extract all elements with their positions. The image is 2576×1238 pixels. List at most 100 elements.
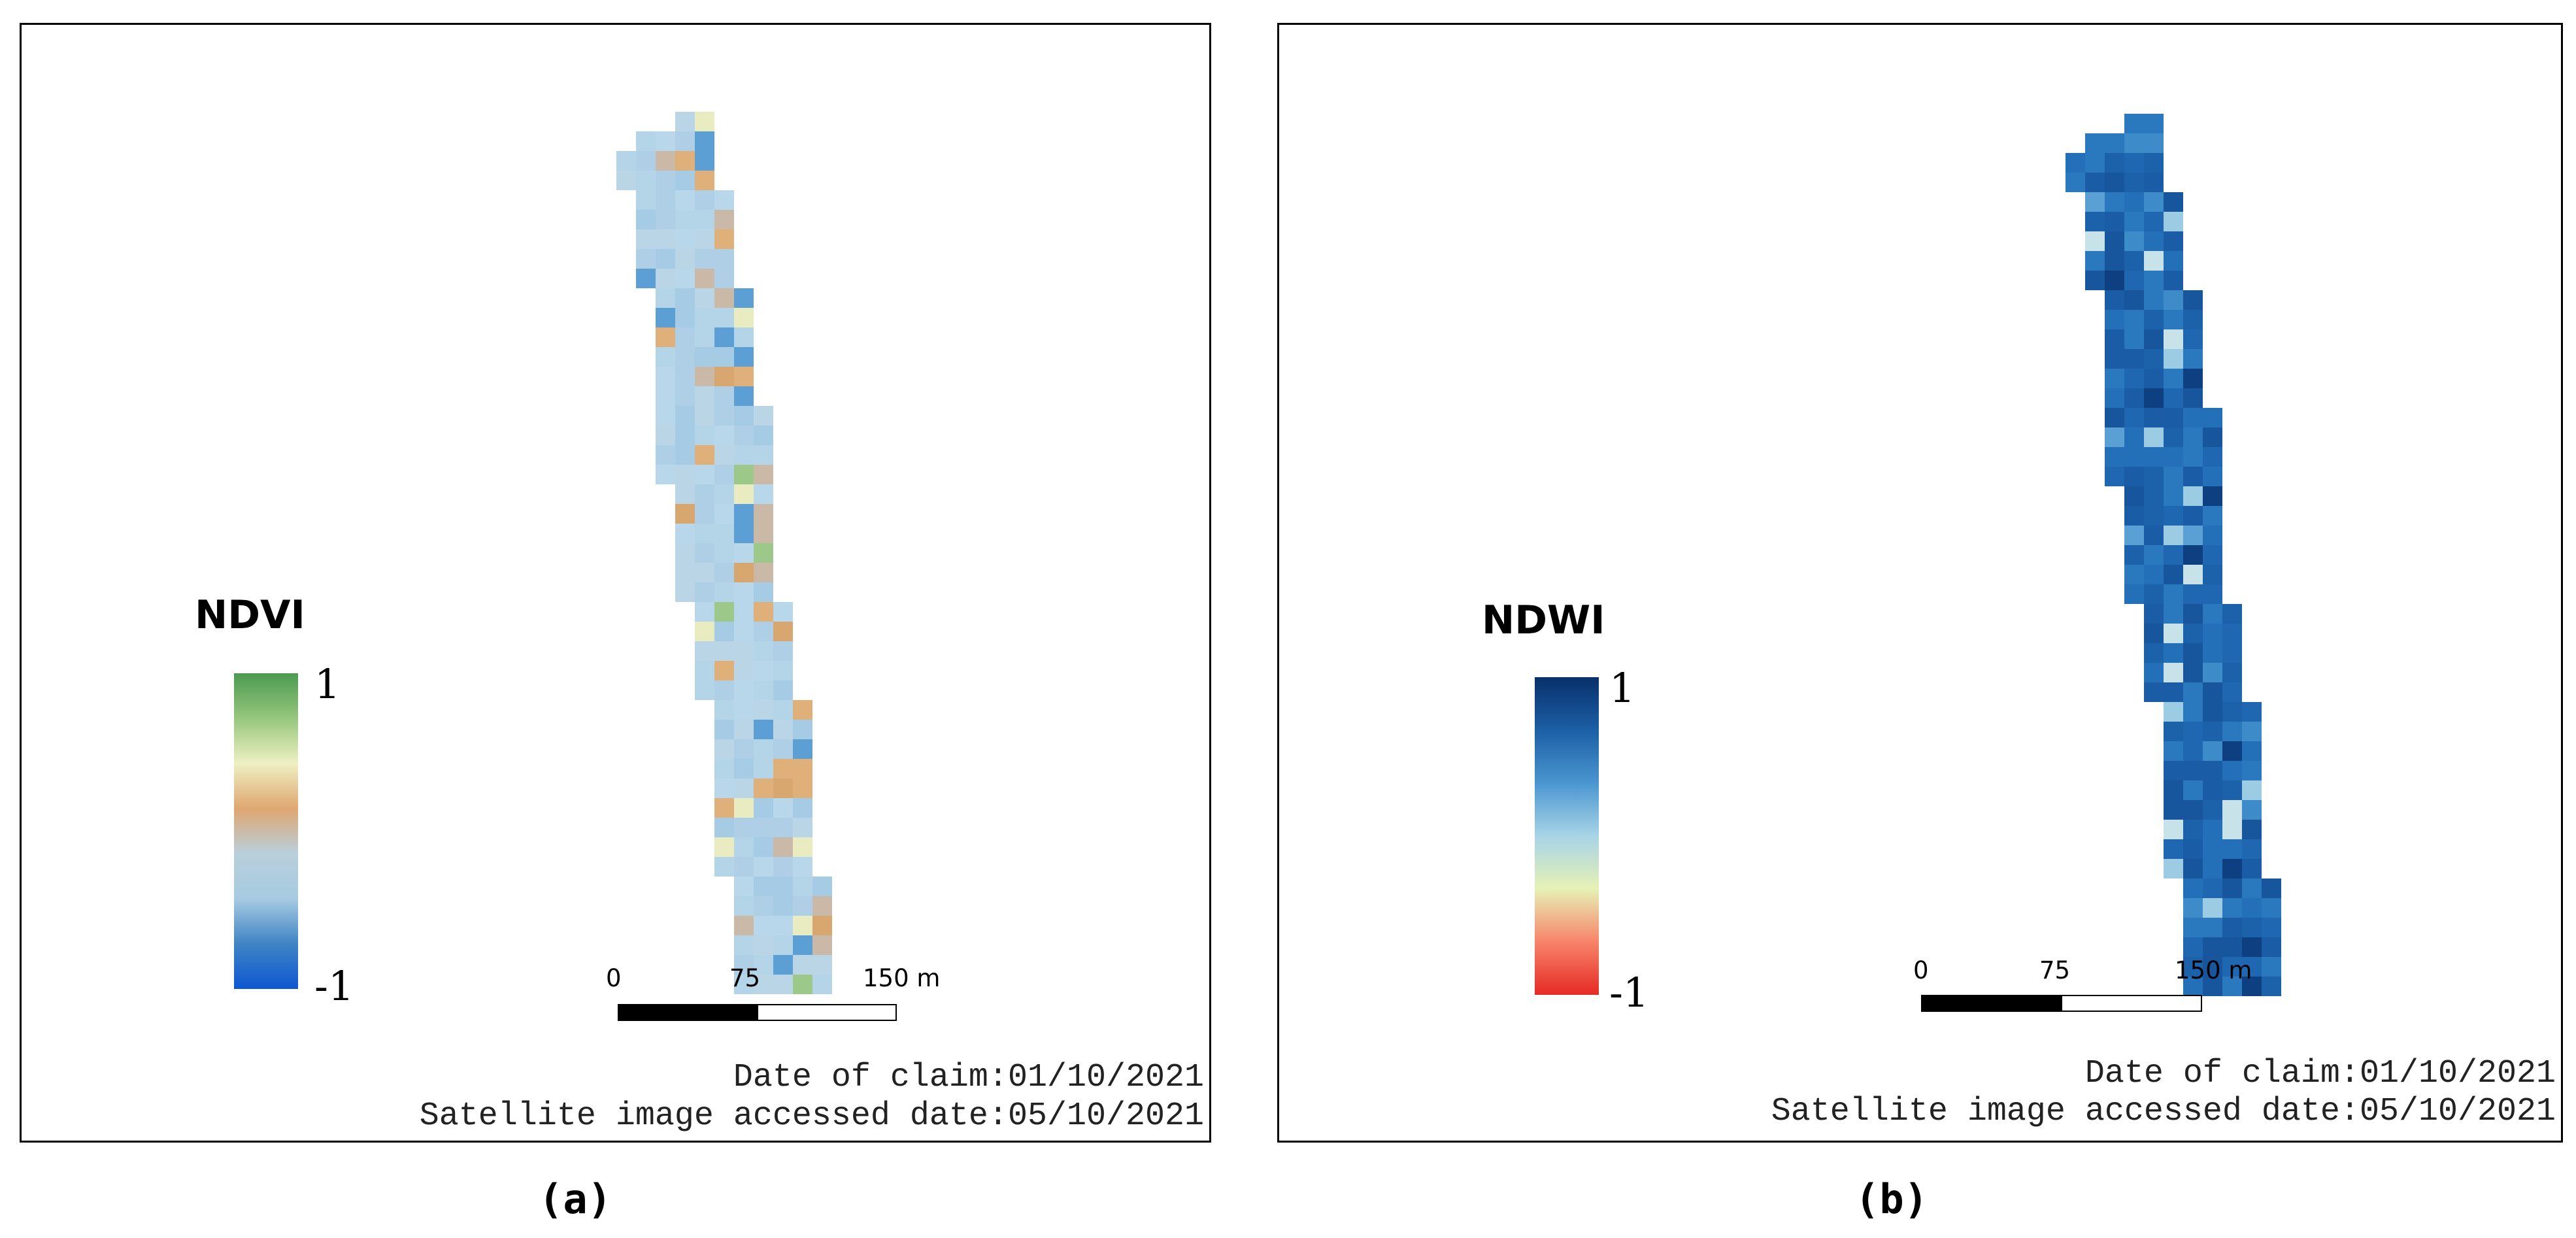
raster-pixel: [656, 190, 675, 210]
raster-pixel: [714, 367, 734, 386]
raster-pixel: [656, 426, 675, 445]
raster-pixel: [2203, 584, 2222, 604]
raster-pixel: [2242, 859, 2262, 878]
raster-pixel: [754, 778, 773, 798]
raster-pixel: [2242, 722, 2262, 741]
raster-pixel: [2124, 545, 2144, 565]
raster-pixel: [695, 426, 714, 445]
raster-pixel: [734, 308, 754, 327]
raster-pixel: [2144, 408, 2164, 427]
raster-pixel: [2144, 604, 2164, 624]
raster-pixel: [636, 229, 656, 249]
raster-pixel: [695, 563, 714, 582]
raster-pixel: [2124, 271, 2144, 290]
raster-pixel: [2105, 251, 2124, 271]
raster-pixel: [2262, 898, 2281, 918]
raster-pixel: [2164, 369, 2183, 388]
raster-pixel: [2183, 467, 2203, 486]
raster-pixel: [714, 288, 734, 308]
raster-pixel: [2222, 820, 2242, 839]
raster-pixel: [2203, 506, 2222, 526]
raster-pixel: [773, 680, 793, 700]
raster-pixel: [734, 720, 754, 739]
raster-pixel: [695, 367, 714, 386]
legend-title: NDWI: [1482, 597, 1605, 643]
raster-pixel: [2222, 722, 2242, 741]
raster-pixel: [695, 641, 714, 661]
raster-pixel: [695, 622, 714, 641]
raster-pixel: [773, 818, 793, 837]
raster-pixel: [2144, 447, 2164, 467]
raster-pixel: [2183, 486, 2203, 506]
raster-pixel: [2183, 918, 2203, 937]
raster-pixel: [773, 837, 793, 857]
raster-pixel: [2085, 133, 2105, 153]
raster-pixel: [2222, 859, 2242, 878]
raster-pixel: [675, 445, 695, 465]
raster-pixel: [695, 131, 714, 151]
raster-pixel: [656, 367, 675, 386]
raster-pixel: [636, 210, 656, 229]
raster-pixel: [2183, 447, 2203, 467]
ndwi-raster: [2066, 114, 2281, 996]
raster-pixel: [2203, 604, 2222, 624]
raster-pixel: [2183, 329, 2203, 349]
raster-pixel: [773, 759, 793, 778]
raster-pixel: [2222, 702, 2242, 722]
raster-pixel: [2144, 310, 2164, 329]
raster-pixel: [754, 622, 773, 641]
raster-pixel: [2203, 486, 2222, 506]
raster-pixel: [734, 465, 754, 484]
raster-pixel: [636, 151, 656, 171]
raster-pixel: [2164, 741, 2183, 761]
raster-pixel: [714, 269, 734, 288]
raster-pixel: [754, 877, 773, 896]
raster-pixel: [2164, 329, 2183, 349]
raster-pixel: [636, 269, 656, 288]
raster-pixel: [734, 798, 754, 818]
raster-pixel: [675, 347, 695, 367]
scale-segment-white: [2061, 995, 2202, 1012]
raster-pixel: [2066, 153, 2085, 173]
raster-pixel: [695, 484, 714, 504]
raster-pixel: [754, 739, 773, 759]
raster-pixel: [2085, 192, 2105, 212]
raster-pixel: [2124, 231, 2144, 251]
raster-pixel: [2242, 780, 2262, 800]
raster-pixel: [2085, 271, 2105, 290]
scale-label-0: 0: [606, 964, 622, 992]
raster-pixel: [2183, 526, 2203, 545]
raster-pixel: [695, 288, 714, 308]
raster-pixel: [2164, 212, 2183, 231]
scale-bar: 0 75 150 m: [1913, 958, 2252, 1024]
raster-pixel: [2144, 682, 2164, 702]
raster-pixel: [754, 661, 773, 680]
raster-pixel: [675, 327, 695, 347]
raster-pixel: [734, 759, 754, 778]
raster-pixel: [2222, 761, 2242, 780]
raster-pixel: [675, 210, 695, 229]
raster-pixel: [734, 347, 754, 367]
raster-pixel: [2144, 290, 2164, 310]
raster-pixel: [656, 249, 675, 269]
raster-pixel: [695, 406, 714, 426]
raster-pixel: [2164, 859, 2183, 878]
raster-pixel: [2222, 741, 2242, 761]
raster-pixel: [812, 975, 832, 994]
raster-pixel: [793, 739, 812, 759]
raster-pixel: [2164, 545, 2183, 565]
raster-pixel: [2105, 349, 2124, 369]
raster-pixel: [714, 563, 734, 582]
raster-pixel: [2262, 918, 2281, 937]
raster-pixel: [812, 955, 832, 975]
raster-pixel: [734, 739, 754, 759]
raster-pixel: [2144, 526, 2164, 545]
ndvi-color-ramp: [234, 673, 298, 989]
raster-pixel: [2144, 663, 2164, 682]
raster-pixel: [714, 386, 734, 406]
raster-pixel: [714, 445, 734, 465]
raster-pixel: [675, 171, 695, 190]
raster-pixel: [656, 406, 675, 426]
raster-pixel: [2164, 722, 2183, 741]
raster-pixel: [2085, 251, 2105, 271]
